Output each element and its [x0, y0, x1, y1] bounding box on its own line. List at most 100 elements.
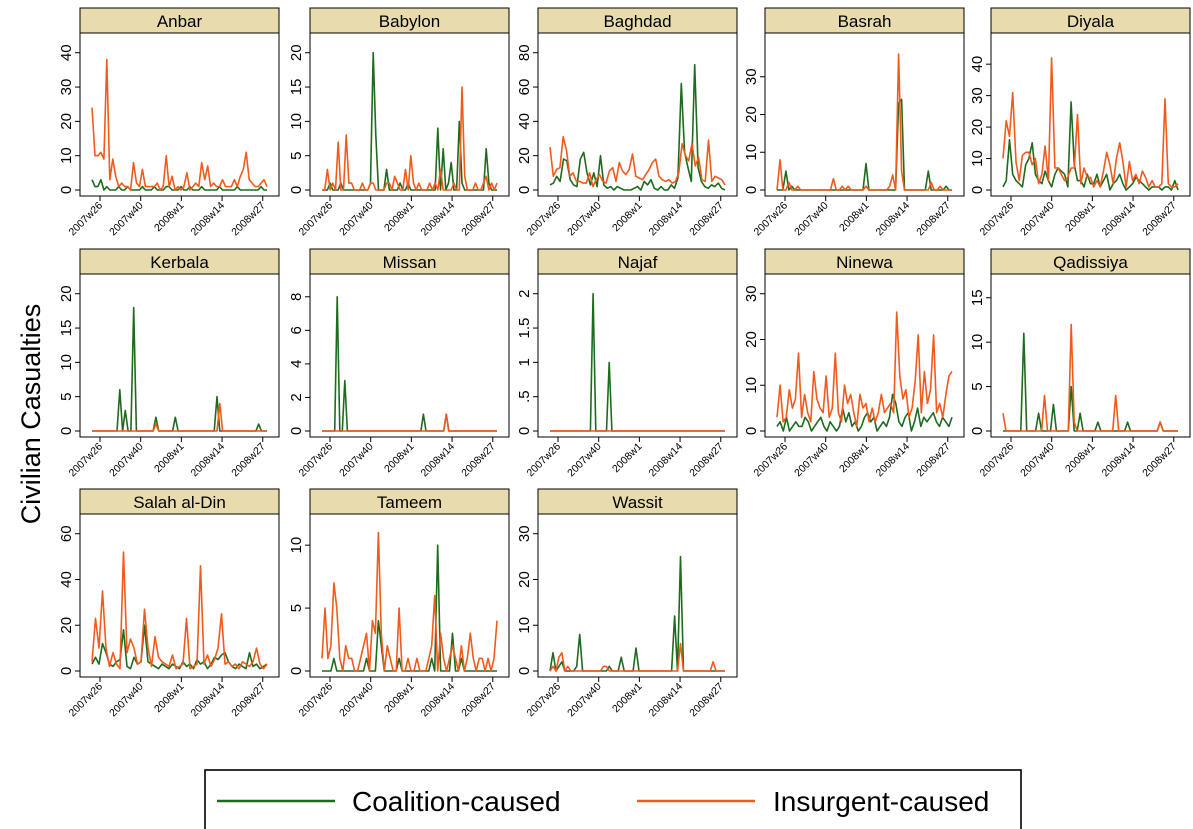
series-line-insurgent-basrah	[776, 53, 952, 191]
x-tick-label: 2007w40	[565, 441, 604, 480]
y-tick-label: 40	[516, 113, 533, 130]
y-tick-label: 1	[516, 358, 533, 366]
x-tick-label: 2007w40	[337, 200, 376, 239]
y-tick-label: 30	[743, 68, 760, 85]
panel-header-salah-al-din	[79, 488, 280, 515]
y-tick-label: 15	[969, 289, 986, 306]
panel-plot-area-wassit	[537, 513, 738, 678]
panel-header-tameem	[309, 488, 510, 515]
x-tick-label: 2007w26	[66, 681, 105, 720]
panel-title-babylon: Babylon	[379, 12, 440, 31]
y-tick-label: 6	[288, 326, 305, 334]
y-tick-label: 0	[288, 667, 305, 675]
x-tick-label: 2008w14	[189, 441, 228, 480]
panel-plot-area-anbar	[79, 32, 280, 197]
y-tick-label: .5	[516, 390, 533, 403]
x-tick-label: 2008w14	[647, 200, 686, 239]
panel-title-ninewa: Ninewa	[836, 253, 893, 272]
x-tick-label: 2008w14	[647, 441, 686, 480]
x-tick-label: 2007w26	[751, 441, 790, 480]
series-line-insurgent-salah-al-din	[91, 551, 268, 670]
panel-plot-area-basrah	[764, 32, 965, 197]
x-tick-label: 2007w40	[107, 200, 146, 239]
x-tick-label: 2007w26	[296, 200, 335, 239]
y-tick-label: 0	[288, 427, 305, 435]
x-tick-label: 2007w40	[792, 200, 831, 239]
x-tick-label: 2008w27	[459, 441, 498, 480]
x-tick-label: 2008w27	[687, 441, 726, 480]
y-tick-label: 0	[969, 427, 986, 435]
figure-y-axis-label: Civilian Casualties	[16, 304, 46, 525]
y-tick-label: 40	[58, 571, 75, 588]
series-line-insurgent-babylon	[322, 86, 498, 191]
x-tick-label: 2008w27	[229, 681, 268, 720]
y-tick-label: 30	[516, 525, 533, 542]
y-tick-label: 20	[743, 331, 760, 348]
panel-header-baghdad	[537, 7, 738, 34]
panel-header-qadissiya	[990, 248, 1191, 275]
x-tick-label: 2007w40	[337, 441, 376, 480]
y-tick-label: 20	[969, 119, 986, 136]
series-line-insurgent-baghdad	[549, 136, 726, 188]
x-tick-label: 2008w27	[687, 200, 726, 239]
y-tick-label: 20	[58, 285, 75, 302]
series-line-coalition-diyala	[1002, 101, 1179, 191]
x-tick-label: 2007w26	[977, 200, 1016, 239]
x-tick-label: 2008w27	[914, 200, 953, 239]
y-tick-label: 20	[288, 44, 305, 61]
y-tick-label: 30	[969, 87, 986, 104]
panel-anbar: Anbar 0 10 20 30 40 2007w26 2007w40 2008w1 2008w1…	[58, 7, 280, 239]
x-tick-label: 2008w14	[419, 441, 458, 480]
y-tick-label: 10	[743, 377, 760, 394]
series-line-insurgent-ninewa	[776, 311, 953, 428]
x-tick-label: 2008w14	[189, 200, 228, 239]
panel-header-ninewa	[764, 248, 965, 275]
y-tick-label: 8	[288, 293, 305, 301]
y-tick-label: 0	[516, 427, 533, 435]
y-tick-label: 10	[58, 147, 75, 164]
panel-plot-area-salah-al-din	[79, 513, 280, 678]
panel-wassit: Wassit 0 10 20 30 2007w26 2007w40 2008w1 2008w14…	[516, 488, 738, 720]
y-tick-label: 0	[969, 186, 986, 194]
x-tick-label: 2008w27	[459, 200, 498, 239]
panel-title-wassit: Wassit	[612, 493, 663, 512]
y-tick-label: 0	[58, 186, 75, 194]
legend-label-insurgent: Insurgent-caused	[773, 786, 989, 817]
y-tick-label: 15	[58, 320, 75, 337]
x-tick-label: 2008w14	[647, 681, 686, 720]
panel-plot-area-kerbala	[79, 273, 280, 438]
x-tick-label: 2008w14	[874, 441, 913, 480]
y-tick-label: 5	[288, 152, 305, 160]
y-tick-label: 20	[516, 147, 533, 164]
x-tick-label: 2007w26	[66, 441, 105, 480]
x-tick-label: 2008w14	[874, 200, 913, 239]
y-tick-label: 10	[516, 617, 533, 634]
panel-ninewa: Ninewa 0 10 20 30 2007w26 2007w40 2008w1 2008w14…	[743, 248, 965, 480]
panel-header-basrah	[764, 7, 965, 34]
x-tick-label: 2008w27	[1140, 441, 1179, 480]
x-tick-label: 2007w40	[565, 200, 604, 239]
legend-box	[204, 769, 1022, 829]
x-tick-label: 2007w26	[524, 441, 563, 480]
x-tick-label: 2008w1	[152, 681, 187, 716]
y-tick-label: 4	[288, 360, 305, 368]
x-tick-label: 2008w27	[229, 200, 268, 239]
x-tick-label: 2008w1	[382, 200, 417, 235]
y-tick-label: 20	[743, 106, 760, 123]
x-tick-label: 2007w26	[524, 200, 563, 239]
y-tick-label: 30	[58, 79, 75, 96]
y-tick-label: 5	[969, 382, 986, 390]
panel-title-qadissiya: Qadissiya	[1053, 253, 1128, 272]
y-tick-label: 0	[743, 427, 760, 435]
panel-title-najaf: Najaf	[618, 253, 658, 272]
x-tick-label: 2008w14	[1100, 441, 1139, 480]
y-tick-label: 20	[58, 617, 75, 634]
